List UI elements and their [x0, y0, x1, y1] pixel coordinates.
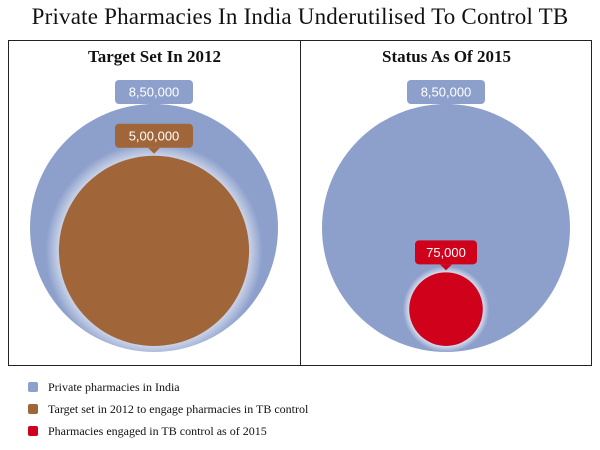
label-engaged: 75,000 [415, 240, 477, 271]
label-private-text: 8,50,000 [421, 85, 472, 100]
label-private-box [115, 80, 193, 104]
label-private-text: 8,50,000 [129, 85, 180, 100]
label-private-pointer [440, 104, 452, 110]
legend-item: Pharmacies engaged in TB control as of 2… [28, 420, 308, 442]
label-target-pointer [148, 147, 160, 154]
label-private: 8,50,000 [407, 80, 485, 110]
bubble-engaged [409, 272, 483, 346]
label-target-text: 5,00,000 [129, 128, 180, 143]
label-private-pointer [148, 104, 160, 110]
panel-divider [300, 41, 301, 365]
bubble-chart-status-2015: 8,50,000 75,000 [322, 80, 570, 353]
label-target: 5,00,000 [115, 123, 193, 154]
panel-title-status-2015: Status As Of 2015 [382, 47, 511, 66]
label-engaged-pointer [440, 264, 452, 271]
label-private: 8,50,000 [115, 80, 193, 110]
legend: Private pharmacies in India Target set i… [28, 376, 308, 442]
label-engaged-box [415, 240, 477, 265]
chart-panels: Target Set In 2012 8,50,000 5,00,000 Stat… [8, 40, 592, 366]
panel-target-2012: Target Set In 2012 8,50,000 5,00,000 [9, 41, 300, 365]
legend-label: Private pharmacies in India [48, 380, 180, 394]
legend-item: Target set in 2012 to engage pharmacies … [28, 398, 308, 420]
label-target-box [115, 123, 193, 148]
panel-title-target-2012: Target Set In 2012 [87, 47, 221, 66]
legend-swatch-engaged [28, 426, 38, 436]
label-private-box [407, 80, 485, 104]
panel-status-2015: Status As Of 2015 8,50,000 75,000 [301, 41, 592, 365]
legend-label: Target set in 2012 to engage pharmacies … [48, 402, 309, 416]
bubble-private [322, 104, 570, 352]
bubble-target [58, 155, 250, 346]
legend-swatch-private [28, 382, 38, 392]
chart-title: Private Pharmacies In India Underutilise… [31, 4, 569, 29]
legend-label: Pharmacies engaged in TB control as of 2… [48, 424, 267, 438]
label-engaged-text: 75,000 [426, 245, 466, 260]
legend-swatch-target [28, 404, 38, 414]
legend-item: Private pharmacies in India [28, 376, 308, 398]
bubble-chart-target-2012: 8,50,000 5,00,000 [30, 80, 278, 360]
